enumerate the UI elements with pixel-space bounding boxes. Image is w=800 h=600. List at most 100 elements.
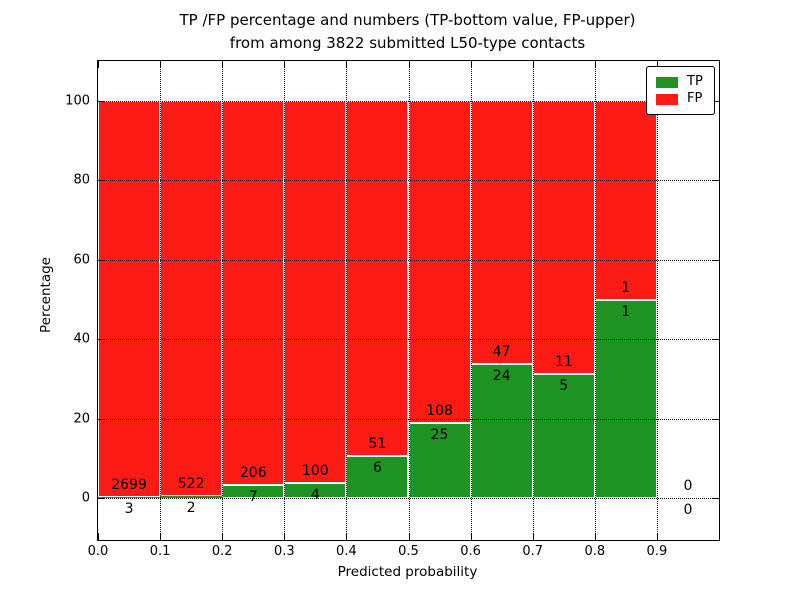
y-tick-mark — [98, 497, 105, 499]
fp-count-label: 1 — [621, 279, 631, 296]
x-tick-mark — [98, 61, 99, 68]
tp-color-swatch — [656, 76, 678, 88]
v-gridline — [284, 61, 286, 540]
x-tick-mark — [532, 533, 534, 540]
tp-count-label: 3 — [124, 501, 134, 518]
x-tick-label: 0.6 — [460, 544, 481, 559]
x-tick-mark — [160, 533, 162, 540]
y-tick-mark — [98, 339, 105, 341]
v-gridline — [346, 61, 348, 540]
x-tick-mark — [408, 61, 410, 68]
x-tick-mark — [284, 533, 286, 540]
v-gridline — [594, 61, 596, 540]
chart-title-line2: from among 3822 submitted L50-type conta… — [229, 34, 586, 52]
fp-count-label: 0 — [683, 477, 693, 494]
fp-count-label: 522 — [177, 476, 205, 493]
tp-count-label: 25 — [430, 427, 449, 444]
legend-item-fp: FP — [656, 91, 705, 107]
bar-fp — [284, 101, 347, 483]
bar-tp — [594, 299, 657, 498]
y-tick-label: 80 — [73, 172, 90, 188]
tp-count-label: 4 — [310, 486, 320, 503]
x-tick-label: 0.4 — [336, 544, 357, 559]
x-tick-mark — [98, 533, 99, 540]
x-tick-mark — [594, 533, 596, 540]
v-gridline — [160, 61, 162, 540]
fp-count-label: 2699 — [111, 477, 147, 494]
tp-count-label: 2 — [186, 500, 196, 517]
y-tick-label: 0 — [81, 490, 90, 506]
y-tick-mark — [98, 259, 105, 261]
x-tick-label: 0.0 — [87, 544, 109, 559]
v-gridline — [408, 61, 410, 540]
x-tick-label: 0.9 — [646, 544, 668, 559]
plot-area: 2699 3 522 2 206 7 100 4 51 6 108 25 47 24 11 5 1 1 0 0 0.0 0… — [65, 60, 720, 559]
v-gridline — [532, 61, 534, 540]
legend-label-fp: FP — [687, 91, 703, 106]
y-tick-mark — [98, 418, 105, 420]
bar-tp — [532, 373, 595, 498]
y-tick-mark — [712, 180, 719, 182]
bar-fp — [98, 101, 161, 498]
bar-tp — [408, 423, 471, 498]
x-tick-mark — [470, 533, 472, 540]
fp-count-label: 100 — [301, 462, 329, 479]
y-tick-mark — [712, 418, 719, 420]
tp-count-label: 1 — [621, 303, 631, 320]
bar-tp — [160, 496, 223, 498]
legend: TP FP — [646, 66, 715, 115]
y-tick-mark — [98, 180, 105, 182]
y-tick-label: 40 — [73, 331, 90, 347]
x-tick-label: 0.7 — [522, 544, 544, 559]
v-gridline — [656, 61, 658, 540]
v-gridline — [470, 61, 472, 540]
x-tick-mark — [160, 61, 162, 68]
x-tick-label: 0.8 — [584, 544, 606, 559]
bar-fp — [594, 101, 657, 300]
bar-tp — [346, 456, 409, 498]
fp-count-label: 51 — [368, 436, 387, 453]
y-tick-mark — [712, 339, 719, 341]
x-tick-label: 0.5 — [398, 544, 419, 559]
legend-item-tp: TP — [656, 74, 705, 90]
fp-count-label: 11 — [554, 353, 573, 370]
tp-count-label: 0 — [683, 501, 693, 518]
fp-count-label: 108 — [426, 403, 453, 420]
x-tick-mark — [656, 61, 658, 68]
x-tick-label: 0.1 — [149, 544, 171, 559]
v-gridline — [222, 61, 224, 540]
bar-tp — [470, 363, 533, 498]
x-tick-label: 0.2 — [211, 544, 233, 559]
x-axis-label: Predicted probability — [337, 564, 478, 580]
bar-fp — [408, 101, 471, 424]
legend-label-tp: TP — [687, 74, 703, 89]
y-tick-mark — [712, 259, 719, 261]
y-tick-mark — [98, 101, 105, 103]
bar-fp — [532, 101, 595, 374]
bar-fp — [470, 101, 533, 364]
chart-title: TP /FP percentage and numbers (TP-bottom… — [97, 9, 718, 55]
y-axis-label: Percentage — [38, 257, 54, 333]
x-tick-mark — [222, 61, 224, 68]
x-tick-mark — [346, 61, 348, 68]
fp-color-swatch — [656, 93, 678, 105]
bar-fp — [222, 101, 285, 485]
tp-count-label: 24 — [492, 367, 511, 384]
y-tick-label: 20 — [73, 411, 90, 427]
x-tick-mark — [532, 61, 534, 68]
y-tick-label: 60 — [73, 252, 90, 268]
y-tick-label: 100 — [65, 93, 90, 109]
fp-count-label: 47 — [492, 343, 511, 360]
tp-count-label: 5 — [559, 377, 569, 394]
y-tick-mark — [712, 101, 719, 103]
bar-fp — [346, 101, 409, 457]
fp-count-label: 206 — [239, 464, 267, 481]
bar-fp — [160, 101, 223, 497]
x-tick-label: 0.3 — [273, 544, 295, 559]
x-tick-mark — [284, 61, 286, 68]
x-tick-mark — [594, 61, 596, 68]
x-tick-mark — [656, 533, 658, 540]
chart-title-line1: TP /FP percentage and numbers (TP-bottom… — [179, 11, 636, 29]
tp-count-label: 6 — [372, 460, 382, 477]
